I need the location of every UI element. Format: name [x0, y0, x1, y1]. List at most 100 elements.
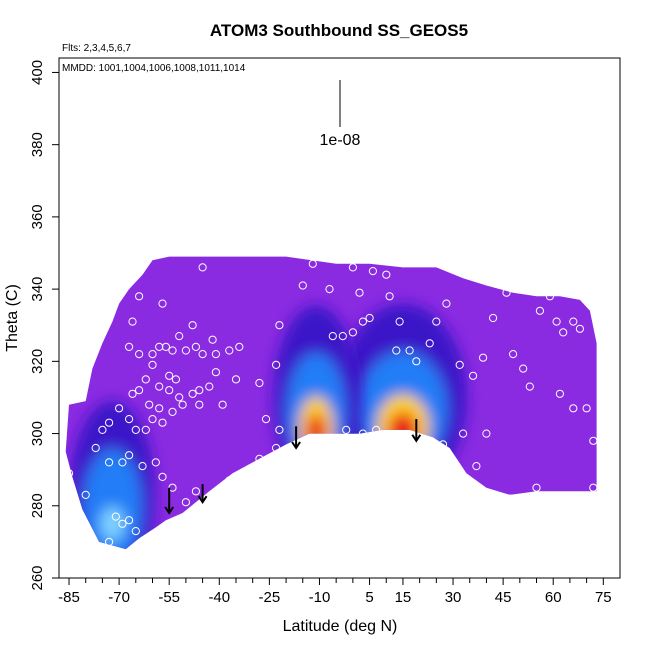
sample-point: [455, 360, 464, 369]
sample-point: [589, 483, 598, 492]
sample-point: [188, 321, 197, 330]
sample-point: [348, 263, 357, 272]
enhancement-arrows: [164, 419, 422, 515]
sample-point: [545, 292, 555, 301]
sample-point: [111, 512, 120, 521]
sample-point: [131, 425, 140, 434]
sample-point: [141, 375, 150, 384]
sample-point: [338, 332, 347, 341]
sample-point: [211, 368, 220, 377]
sample-point: [325, 285, 334, 294]
sample-point: [395, 317, 404, 326]
scale-label: 1e-08: [320, 132, 361, 149]
sample-point: [168, 407, 177, 416]
sample-point: [188, 389, 197, 398]
x-axis: -85 -70 -55 -40 -25 -10 5 15 30 45 60 75: [58, 578, 612, 606]
sample-point: [165, 371, 174, 380]
enhancement-center: [273, 305, 359, 494]
x-tick-label: 15: [395, 589, 412, 606]
x-axis-label: Latitude (deg N): [283, 618, 398, 635]
sample-point: [372, 425, 381, 434]
sample-point: [131, 527, 140, 536]
sample-point: [125, 415, 134, 424]
sample-point: [348, 328, 357, 337]
sample-point: [225, 346, 234, 355]
sample-point: [555, 389, 565, 398]
flights-note: Flts: 2,3,4,5,6,7: [62, 43, 131, 54]
sample-point: [105, 458, 114, 467]
sample-point: [168, 346, 177, 355]
x-tick-label: -40: [208, 589, 230, 606]
sample-point: [175, 332, 184, 341]
sample-point: [342, 252, 351, 261]
sample-point: [355, 288, 364, 297]
sample-point: [469, 371, 478, 380]
sample-point: [298, 281, 307, 290]
sample-point: [382, 270, 391, 279]
sample-point: [261, 415, 271, 424]
sample-point: [135, 350, 144, 359]
down-arrow: [197, 484, 208, 504]
sample-point: [342, 425, 351, 434]
y-tick-label: 360: [29, 204, 46, 229]
x-tick-label: 45: [495, 589, 512, 606]
sample-point: [328, 332, 337, 341]
sample-point: [231, 375, 241, 384]
dates-note: MMDD: 1001,1004,1006,1008,1011,1014: [62, 63, 246, 74]
sample-point: [161, 342, 170, 351]
sample-point: [502, 288, 511, 297]
y-tick-label: 300: [29, 421, 46, 446]
y-tick-label: 400: [29, 60, 46, 85]
x-tick-label: 30: [445, 589, 462, 606]
sample-point: [508, 350, 518, 359]
x-tick-label: 75: [595, 589, 612, 606]
sample-point: [191, 487, 200, 496]
sample-point: [165, 386, 174, 395]
sample-point: [171, 375, 180, 384]
sample-point: [255, 378, 264, 388]
down-arrow: [291, 426, 301, 450]
sample-point: [535, 306, 545, 315]
x-tick-label: 60: [545, 589, 562, 606]
sample-point: [198, 350, 207, 359]
sample-point: [178, 400, 187, 409]
sample-point: [412, 357, 421, 366]
sample-point: [559, 328, 568, 337]
sample-point: [105, 537, 114, 547]
sample-point: [505, 494, 514, 503]
x-tick-label: 5: [365, 589, 373, 606]
sample-point: [569, 404, 578, 413]
x-tick-label: -70: [108, 589, 130, 606]
sample-point: [368, 267, 377, 276]
sample-point: [365, 313, 374, 323]
sample-point: [235, 342, 244, 351]
sample-point: [118, 458, 127, 467]
sample-point: [81, 490, 90, 499]
sample-point: [575, 324, 585, 333]
sample-point: [392, 346, 401, 355]
sample-point: [432, 317, 441, 326]
sample-point: [148, 360, 157, 369]
sample-point: [525, 382, 534, 391]
sample-point: [425, 339, 434, 348]
sample-point: [135, 386, 144, 395]
sample-point: [128, 389, 137, 398]
sample-point: [489, 313, 498, 323]
sample-point: [479, 353, 488, 362]
sample-point: [88, 534, 97, 543]
sample-point: [582, 404, 591, 413]
sample-point: [155, 404, 164, 413]
sample-point: [138, 462, 147, 471]
y-tick-label: 280: [29, 493, 46, 518]
sample-point: [175, 393, 184, 402]
sample-point: [275, 321, 284, 330]
x-tick-label: -55: [158, 589, 180, 606]
sample-point: [255, 454, 264, 463]
sample-point: [58, 454, 67, 463]
sample-point: [225, 476, 234, 485]
y-tick-label: 260: [29, 565, 46, 590]
x-tick-label: -10: [309, 589, 331, 606]
sample-point: [308, 259, 317, 268]
plot-frame: [58, 57, 621, 579]
